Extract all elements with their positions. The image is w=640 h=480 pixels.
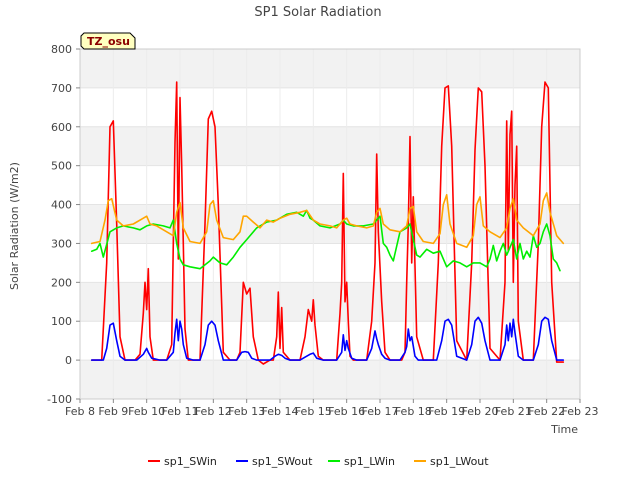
legend: sp1_SWin sp1_SWout sp1_LWin sp1_LWout [148,455,489,468]
legend-label-sp1_LWin: sp1_LWin [344,455,395,468]
series-line-sp1_LWout [90,192,565,249]
background-bands [80,49,580,399]
x-tick-label: Feb 16 [328,405,365,418]
y-tick-label: 500 [51,160,72,173]
x-tick-label: Feb 15 [295,405,332,418]
x-tick-label: Feb 19 [428,405,465,418]
x-tick-label: Feb 14 [262,405,299,418]
y-tick-label: 0 [65,354,72,367]
y-tick-label: 400 [51,199,72,212]
legend-label-sp1_LWout: sp1_LWout [430,455,489,468]
x-tick-label: Feb 10 [128,405,165,418]
y-axis-label: Solar Radiation (W/m2) [8,162,21,290]
x-tick-label: Feb 22 [528,405,565,418]
y-tick-label: 700 [51,82,72,95]
x-tick-label: Feb 17 [362,405,399,418]
y-tick-label: 800 [51,43,72,56]
legend-label-sp1_SWout: sp1_SWout [252,455,313,468]
y-tick-label: 300 [51,237,72,250]
x-tick-label: Feb 11 [162,405,199,418]
y-tick-label: -100 [47,393,72,406]
x-tick-label: Feb 20 [462,405,499,418]
y-tick-label: 600 [51,121,72,134]
x-tick-label: Feb 9 [98,405,128,418]
background-band [80,126,580,166]
x-tick-label: Feb 21 [495,405,532,418]
legend-label-sp1_SWin: sp1_SWin [164,455,217,468]
series-line-sp1_LWin [90,209,561,272]
x-tick-label: Feb 23 [562,405,599,418]
site-badge-label: TZ_osu [87,35,130,48]
background-band [80,49,580,88]
x-tick-label: Feb 18 [395,405,432,418]
series-layer [90,81,565,365]
y-tick-label: 100 [51,315,72,328]
y-axis-ticks: -100 0 100 200 300 400 500 600 700 800 [47,43,80,406]
chart-title: SP1 Solar Radiation [254,5,381,20]
site-badge-box [80,32,136,50]
x-tick-label: Feb 8 [65,405,95,418]
background-band [80,204,580,244]
plot-area-frame [79,48,581,400]
x-tick-label: Feb 13 [228,405,265,418]
series-line-sp1_SWout [90,316,565,361]
x-axis-label: Time [550,423,578,436]
y-tick-label: 200 [51,276,72,289]
x-tick-label: Feb 12 [195,405,232,418]
background-band [80,282,580,322]
site-badge: TZ_osu [80,32,136,50]
background-band [80,360,580,399]
